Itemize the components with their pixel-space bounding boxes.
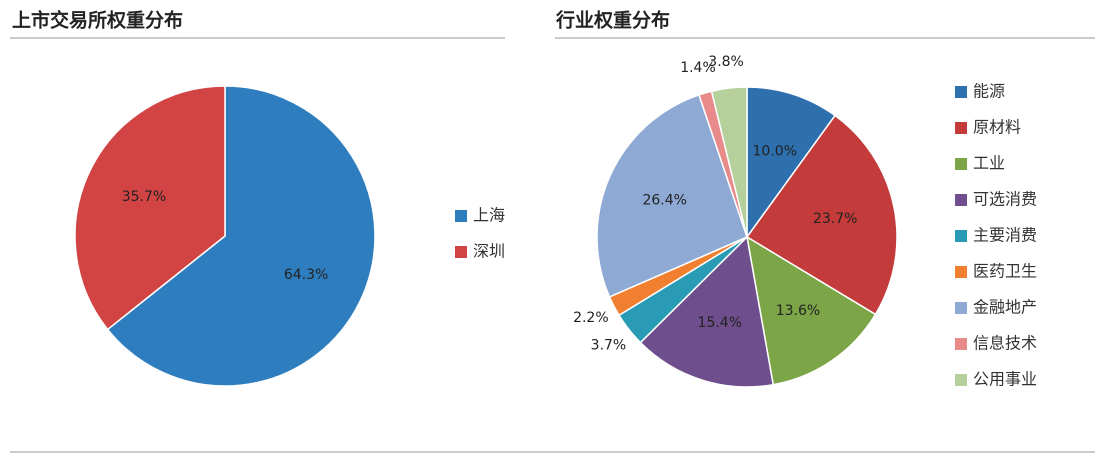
legend-swatch <box>955 374 967 386</box>
chart-title: 上市交易所权重分布 <box>12 9 183 32</box>
legend-swatch <box>955 266 967 278</box>
legend-label: 原材料 <box>973 118 1021 137</box>
legend-label: 公用事业 <box>973 370 1037 389</box>
legend-label: 深圳 <box>473 242 505 261</box>
legend-swatch <box>955 194 967 206</box>
pie-slice <box>596 93 748 298</box>
value-label: 3.7% <box>591 338 627 354</box>
pie-slice <box>710 86 748 238</box>
value-label: 23.7% <box>813 211 857 227</box>
pie-slice <box>745 235 877 386</box>
legend-label: 金融地产 <box>973 298 1037 317</box>
legend-swatch <box>955 338 967 350</box>
value-label: 10.0% <box>753 143 797 159</box>
legend-swatch <box>955 158 967 170</box>
legend-label: 信息技术 <box>973 334 1037 353</box>
legend-label: 可选消费 <box>973 190 1037 209</box>
legend-label: 医药卫生 <box>973 262 1037 281</box>
value-label: 26.4% <box>642 193 686 209</box>
legend-swatch <box>955 122 967 134</box>
legend-label: 工业 <box>973 154 1005 173</box>
value-label: 1.4% <box>680 60 716 76</box>
pie-slice <box>639 235 775 388</box>
legend-swatch <box>955 86 967 98</box>
legend-swatch <box>455 246 467 258</box>
legend-label: 主要消费 <box>973 226 1037 245</box>
legend-label: 上海 <box>473 206 505 225</box>
value-label: 15.4% <box>698 315 742 331</box>
value-label: 64.3% <box>284 267 328 283</box>
pie-slice <box>74 85 226 331</box>
value-label: 13.6% <box>776 303 820 319</box>
value-label: 35.7% <box>122 189 166 205</box>
value-label: 3.8% <box>708 54 744 70</box>
legend-label: 能源 <box>973 82 1005 101</box>
pie-slice <box>745 114 898 316</box>
legend-swatch <box>955 230 967 242</box>
legend-swatch <box>955 302 967 314</box>
pie-slice <box>746 86 837 240</box>
chart-title: 行业权重分布 <box>555 9 670 32</box>
value-label: 2.2% <box>573 310 609 326</box>
legend-swatch <box>455 210 467 222</box>
pie-slice <box>106 85 376 387</box>
